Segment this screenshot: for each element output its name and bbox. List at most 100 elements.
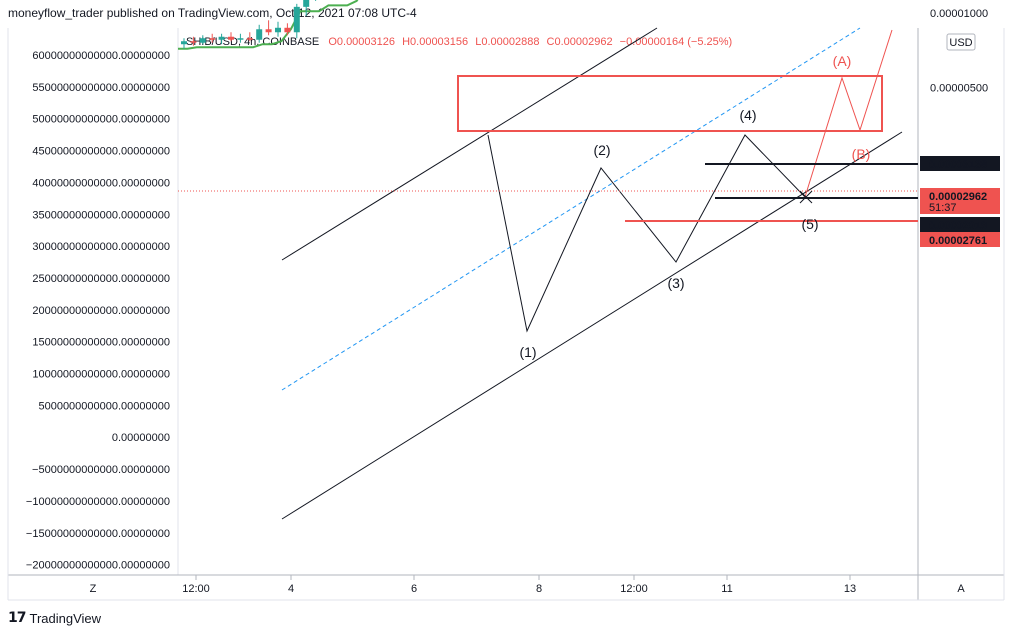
channel-lower-line [281, 131, 903, 520]
candle [181, 38, 187, 49]
candle [190, 36, 197, 46]
price-label-bg [920, 232, 1000, 247]
left-axis-tick-label: 45000000000000.00000000 [32, 146, 170, 158]
currency-badge[interactable]: USD [946, 33, 976, 51]
left-axis-tick-label: 10000000000000.00000000 [32, 369, 170, 381]
candle [265, 20, 272, 36]
indicator-line [178, 0, 359, 50]
wave-label-5: (5) [801, 216, 818, 232]
wave-count-line [487, 134, 806, 333]
left-axis-tick-label: 0.00000000 [112, 432, 170, 444]
left-axis-tick-label: 25000000000000.00000000 [32, 273, 170, 285]
price-label-bg [920, 188, 1000, 214]
candle-body [209, 38, 216, 40]
left-axis-tick-label: 5000000000000.00000000 [38, 400, 170, 412]
candle-body [275, 27, 281, 33]
candle-body [190, 41, 197, 43]
change-value: −0.00000164 (−5.25%) [620, 36, 733, 48]
symbol-info: SHIB/USD, 4h, COINBASE O0.00003126 H0.00… [186, 36, 732, 48]
left-axis-tick-label: 40000000000000.00000000 [32, 177, 170, 189]
currency-badge-label: USD [949, 37, 972, 49]
candle [284, 23, 291, 36]
price-label-bg [920, 217, 1000, 232]
right-axis-tick-label: 0.00001000 [930, 8, 988, 20]
left-axis-tick-label: −15000000000000.00000000 [26, 528, 170, 540]
left-price-axis[interactable]: 60000000000000.00000000 55000000000000.00… [26, 50, 170, 572]
left-axis-tick-label: 60000000000000.00000000 [32, 50, 170, 62]
candle [218, 33, 225, 45]
candle-body [256, 29, 263, 40]
price-label: 0.00003138 [920, 156, 1000, 171]
open-label: O [328, 36, 337, 48]
left-axis-tick-label: 55000000000000.00000000 [32, 82, 170, 94]
right-axis-tick-label: 0.00000500 [930, 83, 988, 95]
auto-scale-button[interactable]: A [957, 583, 965, 595]
channel-midline [281, 27, 861, 391]
left-axis-tick-label: 15000000000000.00000000 [32, 337, 170, 349]
countdown-label: 51:37 [929, 202, 957, 214]
time-axis-tick-label: 13 [844, 583, 856, 595]
indicator-polyline [178, 0, 359, 50]
candle [246, 32, 253, 42]
pane-frame [7, 28, 1005, 601]
close-value: 0.00002962 [554, 36, 612, 48]
high-label: H [402, 36, 410, 48]
time-axis-tick-label: 8 [536, 583, 542, 595]
left-axis-tick-label: 35000000000000.00000000 [32, 209, 170, 221]
time-axis-tick-label: 12:00 [620, 583, 648, 595]
left-axis-tick-label: −10000000000000.00000000 [26, 496, 170, 508]
wave-labels: (1) (2) (3) (4) (5) (A) (B) [519, 53, 870, 360]
candle-body [265, 29, 272, 33]
wave-label-3: (3) [667, 275, 684, 291]
low-label: L [475, 36, 481, 48]
wave-label-1: (1) [519, 344, 536, 360]
candle-body [218, 36, 225, 40]
wave-label-b: (B) [852, 146, 871, 162]
candle [303, 0, 310, 16]
axis-zoom-button-label: Z [90, 583, 97, 595]
candle-body [303, 0, 310, 7]
time-axis-tick-label: 6 [411, 583, 417, 595]
price-label-text: 0.00002919 [929, 220, 987, 232]
left-axis-tick-label: −5000000000000.00000000 [32, 464, 170, 476]
high-value: 0.00003156 [410, 36, 468, 48]
time-axis-tick-label: 11 [721, 583, 732, 595]
target-zone-box [457, 75, 883, 132]
left-axis-tick-label: 50000000000000.00000000 [32, 114, 170, 126]
time-axis-tick-label: 4 [288, 583, 294, 595]
projection-line [804, 29, 893, 198]
tradingview-brand-label: TradingView [29, 610, 102, 626]
open-value: 0.00003126 [337, 36, 395, 48]
candle-body [228, 36, 234, 40]
drawings [178, 27, 918, 520]
candle [228, 32, 234, 42]
cross-marker-icon [799, 190, 813, 204]
candle [256, 24, 263, 43]
price-label: 0.00002919 [920, 217, 1000, 232]
wave-label-4: (4) [739, 107, 756, 123]
price-label-text: 0.00003138 [929, 159, 987, 171]
candle [275, 21, 281, 37]
low-value: 0.00002888 [481, 36, 539, 48]
left-axis-tick-label: −20000000000000.00000000 [26, 560, 170, 572]
tradingview-brand[interactable]: 17 TradingView [8, 610, 101, 626]
candle [315, 0, 317, 1]
candle-body [246, 38, 253, 40]
time-axis-tick-label: 12:00 [182, 583, 210, 595]
candle [199, 35, 206, 45]
candle [237, 33, 244, 43]
candles [181, 0, 317, 49]
publisher-line: moneyflow_trader published on TradingVie… [8, 6, 417, 20]
axis-zoom-button[interactable]: Z [90, 583, 97, 595]
time-axis[interactable]: 12:00 4 6 8 12:00 11 13 [182, 575, 856, 595]
price-label-bg [920, 156, 1000, 171]
price-label-text: 0.00002761 [929, 235, 987, 247]
channel-upper-line [281, 27, 658, 261]
wave-label-2: (2) [593, 142, 610, 158]
candle-body [181, 41, 187, 45]
right-price-axis[interactable]: 0.000035000.000030000.000025000.00002000… [930, 0, 988, 95]
candle-body [199, 38, 206, 43]
